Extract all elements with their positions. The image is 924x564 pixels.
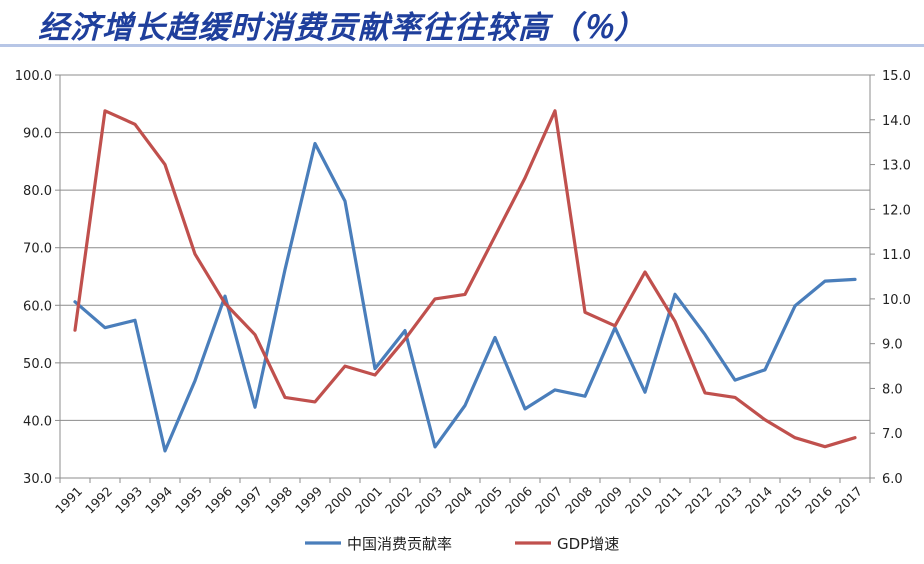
axes [55,74,875,483]
x-axis-tick-label: 2004 [442,483,475,516]
x-axis-tick-label: 2014 [742,483,775,516]
right-axis-tick-label: 14.0 [882,114,911,129]
x-axis-tick-label: 2003 [412,484,445,517]
legend: 中国消费贡献率 GDP增速 [305,535,619,553]
x-axis-tick-label: 2001 [352,484,385,517]
left-axis-tick-label: 40.0 [23,414,52,429]
chart-title: 经济增长趋缓时消费贡献率往往较高（％） [38,10,646,46]
x-axis-tick-label: 2016 [802,483,835,516]
right-axis-tick-label: 6.0 [882,472,903,487]
right-axis-tick-label: 7.0 [882,427,903,442]
legend-label: GDP增速 [557,535,619,553]
x-axis-tick-label: 2010 [622,483,655,516]
right-axis-tick-label: 11.0 [882,248,911,263]
x-axis-tick-label: 1999 [292,483,325,516]
grid-lines [60,74,870,421]
x-axis-tick-label: 1991 [52,484,85,517]
right-axis-tick-label: 13.0 [882,159,911,174]
right-axis-tick-label: 15.0 [882,69,911,84]
x-axis-tick-label: 2013 [712,484,745,517]
x-axis-tick-label: 1997 [232,484,265,517]
left-axis-tick-label: 100.0 [15,69,52,84]
x-axis-tick-label: 2012 [682,484,715,517]
right-axis-tick-label: 10.0 [882,293,911,308]
right-axis-tick-labels: 6.0 7.0 8.0 9.0 10.0 11.0 12.0 13.0 14.0 15.0 [882,69,911,487]
x-axis-tick-label: 2017 [832,484,865,517]
left-axis-tick-label: 90.0 [23,127,52,142]
series-lines [73,109,857,453]
x-axis-tick-labels: 1991199219931994199519961997199819992000… [52,483,865,516]
right-axis-tick-label: 9.0 [882,338,903,353]
legend-label: 中国消费贡献率 [347,535,452,553]
right-axis-tick-label: 12.0 [882,203,911,218]
x-axis-tick-label: 2007 [532,484,565,517]
left-axis-tick-label: 80.0 [23,184,52,199]
consumption-contribution-series-line [73,141,857,453]
x-axis-tick-label: 1993 [112,484,145,517]
left-axis-tick-label: 50.0 [23,357,52,372]
left-axis-tick-labels: 30.0 40.0 50.0 60.0 70.0 80.0 90.0 100.0 [15,69,52,487]
x-axis-tick-label: 2002 [382,484,415,517]
x-axis-tick-label: 2005 [472,484,505,517]
x-axis-tick-label: 2000 [322,483,355,516]
title-divider [0,44,924,47]
left-axis-tick-label: 30.0 [23,472,52,487]
x-axis-tick-label: 2006 [502,483,535,516]
x-axis-tick-label: 2009 [592,483,625,516]
x-axis-tick-label: 2011 [652,484,685,517]
gdp-growth-series-line [73,109,857,449]
x-axis-tick-label: 1995 [172,484,205,517]
x-axis-tick-label: 1998 [262,483,295,516]
x-axis-tick-label: 1996 [202,483,235,516]
left-axis-tick-label: 70.0 [23,242,52,257]
x-axis-tick-label: 1994 [142,483,175,516]
x-axis-tick-label: 1992 [82,484,115,517]
left-axis-tick-label: 60.0 [23,299,52,314]
right-axis-tick-label: 8.0 [882,382,903,397]
x-axis-tick-label: 2015 [772,484,805,517]
x-axis-tick-label: 2008 [562,483,595,516]
